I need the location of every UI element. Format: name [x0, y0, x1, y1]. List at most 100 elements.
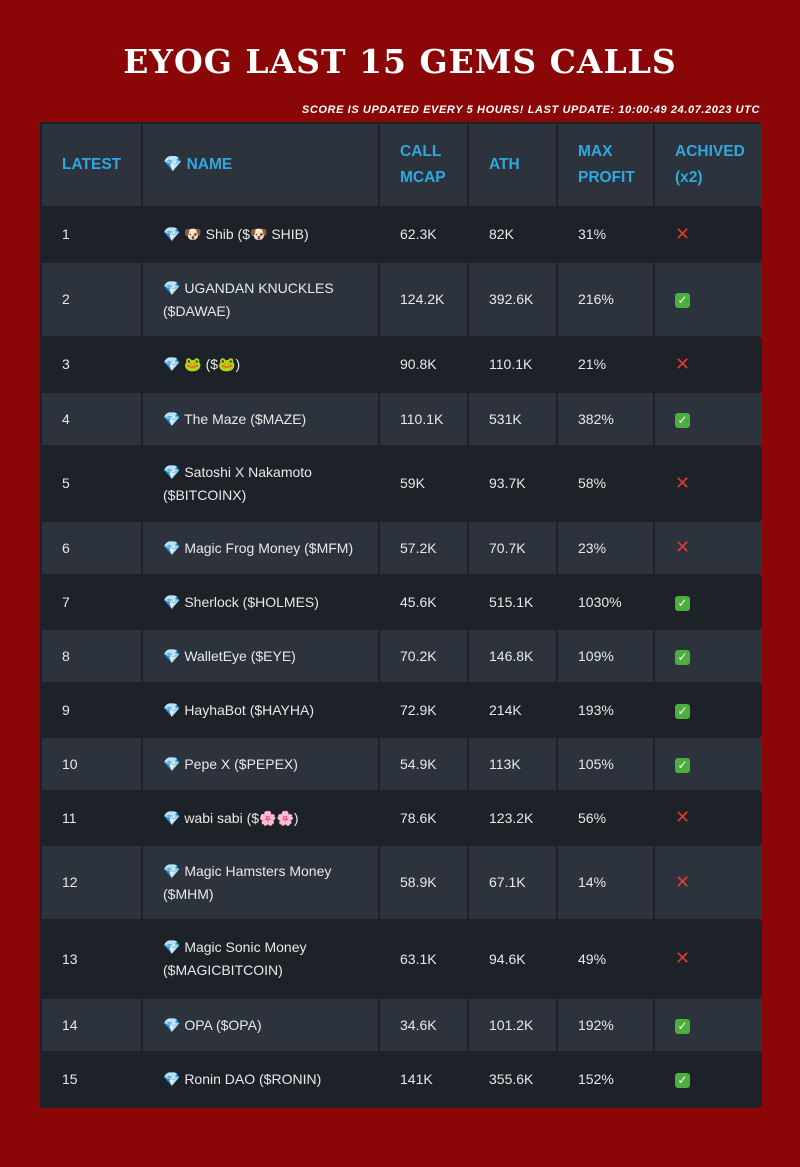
cell-achived: ✓ [655, 630, 762, 682]
cell-call-mcap: 70.2K [380, 630, 467, 682]
table-row: 3 💎 🐸 ($🐸) 90.8K 110.1K 21% ✕ [42, 338, 762, 391]
cell-call-mcap: 141K [380, 1053, 467, 1106]
cell-call-mcap: 59K [380, 447, 467, 520]
cell-latest: 13 [42, 921, 141, 997]
table-row: 13 💎 Magic Sonic Money ($MAGICBITCOIN) 63.… [42, 921, 762, 997]
cell-ath: 101.2K [469, 999, 556, 1051]
cell-call-mcap: 45.6K [380, 576, 467, 628]
gems-table: LATEST 💎 NAME CALL MCAP ATH MAX PROFIT A… [40, 122, 764, 1108]
cell-achived: ✕ [655, 522, 762, 574]
cell-ath: 94.6K [469, 921, 556, 997]
cell-max-profit: 109% [558, 630, 653, 682]
cell-name: 💎 The Maze ($MAZE) [143, 393, 378, 445]
cross-mark-icon: ✕ [675, 472, 691, 493]
cell-ath: 82K [469, 208, 556, 261]
cell-name: 💎 OPA ($OPA) [143, 999, 378, 1051]
cell-latest: 8 [42, 630, 141, 682]
cell-call-mcap: 90.8K [380, 338, 467, 391]
cell-achived: ✕ [655, 921, 762, 997]
column-header-name: 💎 NAME [143, 124, 378, 206]
cell-latest: 15 [42, 1053, 141, 1106]
cell-latest: 11 [42, 792, 141, 844]
cell-ath: 146.8K [469, 630, 556, 682]
table-row: 4 💎 The Maze ($MAZE) 110.1K 531K 382% ✓ [42, 393, 762, 445]
column-header-ath: ATH [469, 124, 556, 206]
cell-latest: 2 [42, 263, 141, 336]
cell-max-profit: 1030% [558, 576, 653, 628]
cell-achived: ✓ [655, 576, 762, 628]
table-row: 15 💎 Ronin DAO ($RONIN) 141K 355.6K 152% ✓ [42, 1053, 762, 1106]
cross-mark-icon: ✕ [675, 807, 691, 827]
cell-max-profit: 192% [558, 999, 653, 1051]
cell-achived: ✕ [655, 447, 762, 520]
table-row: 5 💎 Satoshi X Nakamoto ($BITCOINX) 59K 93.7… [42, 447, 762, 520]
check-mark-button-icon: ✓ [675, 703, 690, 719]
cell-ath: 70.7K [469, 522, 556, 574]
cell-achived: ✕ [655, 792, 762, 844]
cell-name: 💎 Magic Frog Money ($MFM) [143, 522, 378, 574]
table-row: 14 💎 OPA ($OPA) 34.6K 101.2K 192% ✓ [42, 999, 762, 1051]
cell-name: 💎 UGANDAN KNUCKLES ($DAWAE) [143, 263, 378, 336]
table-row: 2 💎 UGANDAN KNUCKLES ($DAWAE) 124.2K 392.6K… [42, 263, 762, 336]
cell-max-profit: 49% [558, 921, 653, 997]
table-row: 11 💎 wabi sabi ($🌸🌸) 78.6K 123.2K 56% ✕ [42, 792, 762, 844]
cell-name: 💎 🐶 Shib ($🐶 SHIB) [143, 208, 378, 261]
check-mark-button-icon: ✓ [675, 649, 690, 665]
cell-ath: 214K [469, 684, 556, 736]
cross-mark-icon: ✕ [675, 948, 691, 968]
cell-max-profit: 23% [558, 522, 653, 574]
cell-ath: 515.1K [469, 576, 556, 628]
table-row: 7 💎 Sherlock ($HOLMES) 45.6K 515.1K 1030% ✓ [42, 576, 762, 628]
update-note: SCORE IS UPDATED EVERY 5 HOURS! LAST UPD… [301, 104, 760, 116]
table-row: 6 💎 Magic Frog Money ($MFM) 57.2K 70.7K 23% ✕ [42, 522, 762, 574]
cell-max-profit: 14% [558, 846, 653, 919]
cell-achived: ✓ [655, 738, 762, 790]
check-mark-button-icon: ✓ [675, 595, 690, 611]
cell-latest: 4 [42, 393, 141, 445]
cell-latest: 12 [42, 846, 141, 919]
cell-ath: 93.7K [469, 447, 556, 520]
cell-name: 💎 🐸 ($🐸) [143, 338, 378, 391]
cell-achived: ✓ [655, 999, 762, 1051]
cell-latest: 10 [42, 738, 141, 790]
cell-achived: ✓ [655, 684, 762, 736]
cell-achived: ✕ [655, 208, 762, 261]
gems-table-container: LATEST 💎 NAME CALL MCAP ATH MAX PROFIT A… [40, 122, 762, 1108]
table-row: 1 💎 🐶 Shib ($🐶 SHIB) 62.3K 82K 31% ✕ [42, 208, 762, 261]
table-header-row: LATEST 💎 NAME CALL MCAP ATH MAX PROFIT A… [42, 124, 762, 206]
cell-name: 💎 Pepe X ($PEPEX) [143, 738, 378, 790]
cell-latest: 5 [42, 447, 141, 520]
cell-ath: 531K [469, 393, 556, 445]
cell-call-mcap: 110.1K [380, 393, 467, 445]
cell-name: 💎 Ronin DAO ($RONIN) [143, 1053, 378, 1106]
cell-achived: ✓ [655, 263, 762, 336]
cell-latest: 1 [42, 208, 141, 261]
cell-call-mcap: 63.1K [380, 921, 467, 997]
table-row: 8 💎 WalletEye ($EYE) 70.2K 146.8K 109% ✓ [42, 630, 762, 682]
cell-name: 💎 Sherlock ($HOLMES) [143, 576, 378, 628]
cell-call-mcap: 62.3K [380, 208, 467, 261]
cell-name: 💎 WalletEye ($EYE) [143, 630, 378, 682]
cell-ath: 113K [469, 738, 556, 790]
cell-max-profit: 152% [558, 1053, 653, 1106]
cell-call-mcap: 34.6K [380, 999, 467, 1051]
cell-latest: 7 [42, 576, 141, 628]
check-mark-button-icon: ✓ [675, 757, 690, 773]
cell-ath: 67.1K [469, 846, 556, 919]
cell-ath: 355.6K [469, 1053, 556, 1106]
cross-mark-icon: ✕ [675, 353, 691, 374]
cell-call-mcap: 124.2K [380, 263, 467, 336]
cell-latest: 14 [42, 999, 141, 1051]
check-mark-button-icon: ✓ [675, 1073, 690, 1088]
cell-ath: 392.6K [469, 263, 556, 336]
cell-max-profit: 216% [558, 263, 653, 336]
check-mark-button-icon: ✓ [675, 412, 690, 428]
cell-max-profit: 105% [558, 738, 653, 790]
cell-max-profit: 56% [558, 792, 653, 844]
cell-max-profit: 382% [558, 393, 653, 445]
cross-mark-icon: ✕ [675, 223, 691, 244]
column-header-latest: LATEST [42, 124, 141, 206]
cell-latest: 3 [42, 338, 141, 391]
check-mark-button-icon: ✓ [675, 1018, 690, 1034]
